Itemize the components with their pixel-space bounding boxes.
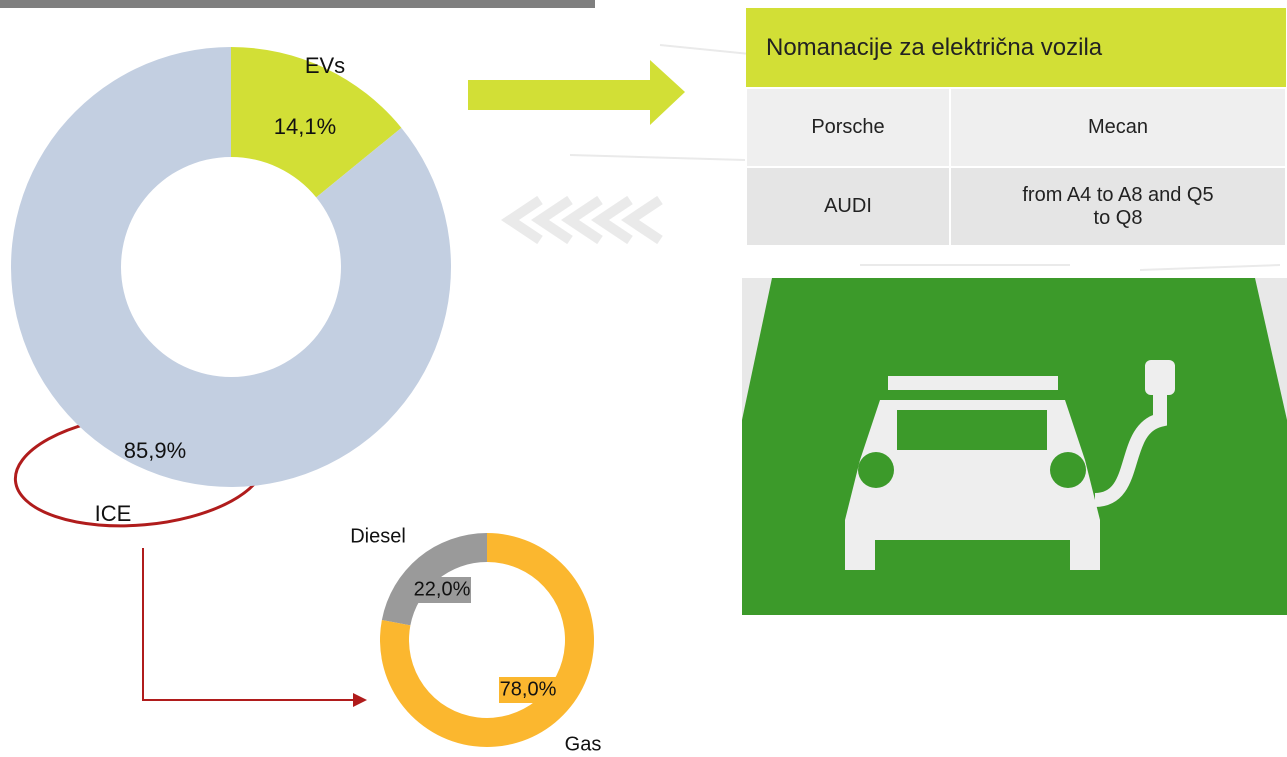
top-bar (0, 0, 595, 8)
cell: AUDI (745, 166, 951, 247)
data-label: 14,1% (274, 114, 336, 139)
label-bg (413, 577, 471, 603)
category-label: EVs (305, 53, 345, 78)
cell: Porsche (745, 87, 951, 168)
table-header: Nomanacije za električna vozila (746, 8, 1286, 88)
data-label: 22,0% (414, 578, 471, 600)
data-label: 78,0% (500, 678, 557, 700)
arrow (468, 60, 685, 125)
category-label: ICE (95, 501, 132, 526)
decoration (500, 44, 1281, 271)
ev-parking-image (742, 278, 1287, 615)
category-label: Diesel (350, 525, 406, 547)
table: Nomanacije za električna vozila Porsche M… (745, 8, 1287, 247)
data-label: 85,9% (124, 438, 186, 463)
connector (142, 548, 355, 701)
cell: Mecan (949, 87, 1287, 168)
cell: from A4 to A8 and Q5 to Q8 (949, 166, 1287, 247)
donut-slice (231, 47, 402, 198)
category-label: Gas (565, 733, 602, 755)
label-bg (499, 677, 557, 703)
donut-slice (10, 47, 452, 487)
arrowhead (353, 693, 367, 707)
